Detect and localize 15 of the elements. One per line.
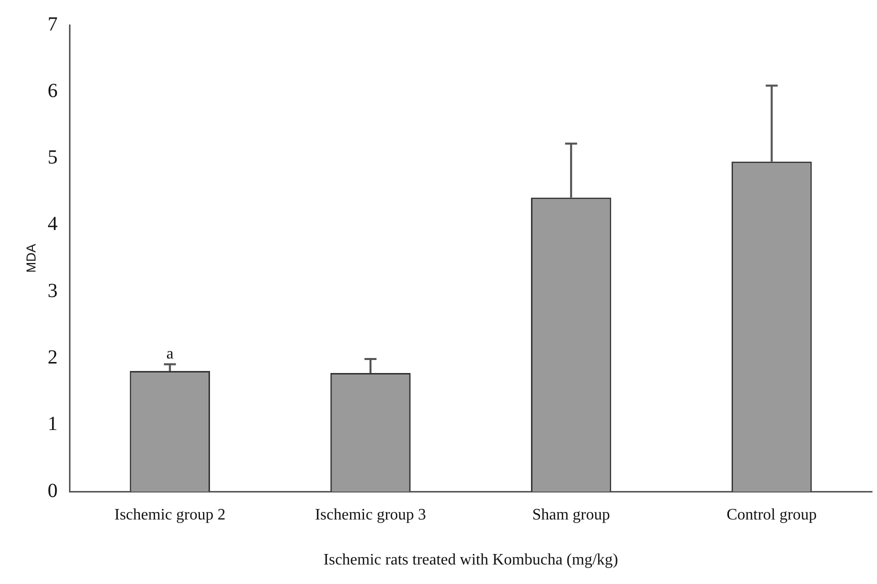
y-tick-label: 1 xyxy=(48,413,58,436)
x-tick-label: Ischemic group 2 xyxy=(114,506,226,524)
x-tick-label: Sham group xyxy=(532,506,610,524)
y-axis-title: MDA xyxy=(23,244,38,273)
y-tick-label: 6 xyxy=(48,80,58,102)
x-tick-label: Control group xyxy=(726,506,817,524)
x-axis-title: Ischemic rats treated with Kombucha (mg/kg) xyxy=(324,552,618,569)
y-tick-label: 4 xyxy=(48,213,58,236)
y-tick-label: 2 xyxy=(48,346,58,369)
y-tick-label: 7 xyxy=(48,13,58,36)
x-tick-label: Ischemic group 3 xyxy=(314,506,426,524)
annotation: a xyxy=(166,345,174,362)
y-tick-label: 0 xyxy=(48,480,58,502)
y-tick-label: 5 xyxy=(48,146,58,169)
y-tick-label: 3 xyxy=(48,280,58,302)
